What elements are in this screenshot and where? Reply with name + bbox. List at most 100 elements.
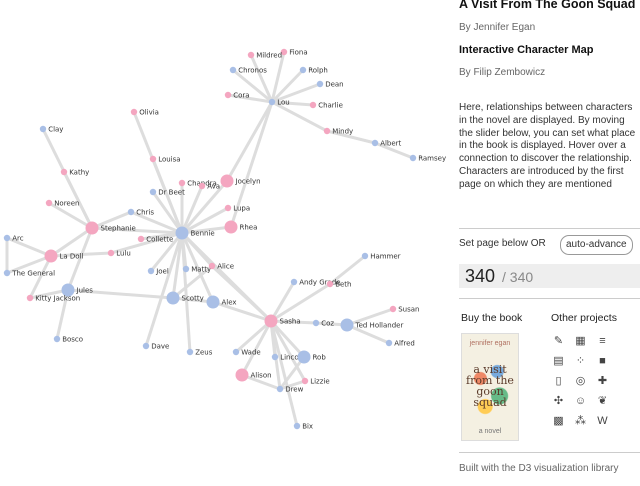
node-circle[interactable] bbox=[206, 295, 220, 309]
edge-la-doll-kitty-jackson[interactable] bbox=[28, 255, 53, 299]
edge-lou-jocelyn[interactable] bbox=[225, 101, 274, 182]
edge-bennie-dave[interactable] bbox=[144, 232, 184, 347]
node-circle[interactable] bbox=[224, 204, 232, 212]
node-circle[interactable] bbox=[361, 252, 369, 260]
node-circle[interactable] bbox=[235, 368, 249, 382]
node-circle[interactable] bbox=[316, 80, 324, 88]
node-lincoln[interactable]: Lincoln bbox=[271, 354, 305, 362]
node-scotty[interactable]: Scotty bbox=[166, 291, 204, 305]
node-circle[interactable] bbox=[61, 283, 75, 297]
project-leaf-icon[interactable]: ❦ bbox=[597, 395, 608, 407]
node-wade[interactable]: Wade bbox=[232, 349, 261, 357]
edge-la-doll-the-general[interactable] bbox=[6, 254, 52, 275]
edge-bennie-jocelyn[interactable] bbox=[180, 180, 229, 234]
node-circle[interactable] bbox=[3, 269, 11, 277]
node-circle[interactable] bbox=[297, 350, 311, 364]
node-alice[interactable]: Alice bbox=[208, 263, 234, 271]
node-dean[interactable]: Dean bbox=[316, 80, 344, 89]
node-circle[interactable] bbox=[142, 342, 150, 350]
node-circle[interactable] bbox=[301, 377, 309, 385]
d3-credit-link[interactable]: Built with the D3 visualization library bbox=[459, 463, 619, 474]
node-circle[interactable] bbox=[26, 294, 34, 302]
edge-alex-sasha[interactable] bbox=[212, 300, 272, 323]
node-ava[interactable]: Ava bbox=[198, 183, 220, 191]
node-matty[interactable]: Matty bbox=[182, 265, 211, 274]
edge-lou-rhea[interactable] bbox=[229, 101, 274, 228]
project-qr-icon[interactable]: ▩ bbox=[553, 415, 564, 427]
edge-sasha-coz[interactable] bbox=[270, 319, 317, 325]
project-wiki-icon[interactable]: W bbox=[597, 415, 608, 427]
node-lou[interactable]: Lou bbox=[268, 99, 290, 107]
project-chart-icon[interactable]: ▤ bbox=[553, 355, 564, 367]
node-alex[interactable]: Alex bbox=[206, 295, 237, 309]
node-rolph[interactable]: Rolph bbox=[299, 67, 328, 75]
node-circle[interactable] bbox=[224, 91, 232, 99]
project-phone-icon[interactable]: ▯ bbox=[555, 375, 562, 387]
node-alfred[interactable]: Alfred bbox=[385, 340, 415, 348]
page-slider[interactable]: 340 / 340 bbox=[459, 264, 640, 288]
edge-bennie-louisa[interactable] bbox=[151, 158, 184, 234]
node-circle[interactable] bbox=[409, 154, 417, 162]
node-circle[interactable] bbox=[39, 125, 47, 133]
project-target-icon[interactable]: ◎ bbox=[575, 375, 586, 387]
node-circle[interactable] bbox=[186, 348, 194, 356]
project-sketch-icon[interactable]: ✎ bbox=[553, 335, 564, 347]
edge-bennie-rhea[interactable] bbox=[181, 225, 232, 235]
edge-lou-rolph[interactable] bbox=[270, 68, 305, 104]
edge-sasha-rob[interactable] bbox=[269, 319, 306, 359]
edge-jules-bosco[interactable] bbox=[55, 289, 70, 340]
project-dots-icon[interactable]: ⁘ bbox=[575, 355, 586, 367]
edge-beth-hammer[interactable] bbox=[329, 254, 366, 286]
edge-bennie-scotty[interactable] bbox=[171, 232, 184, 299]
edge-drew-rob[interactable] bbox=[278, 356, 306, 390]
node-circle[interactable] bbox=[127, 208, 135, 216]
edge-la-doll-arc[interactable] bbox=[6, 236, 52, 258]
node-kitty-jackson[interactable]: Kitty Jackson bbox=[26, 294, 80, 303]
node-kathy[interactable]: Kathy bbox=[60, 168, 89, 177]
edge-bennie-alex[interactable] bbox=[180, 232, 215, 303]
node-circle[interactable] bbox=[182, 265, 190, 273]
node-circle[interactable] bbox=[149, 155, 157, 163]
node-charlie[interactable]: Charlie bbox=[309, 101, 343, 110]
edge-jules-scotty[interactable] bbox=[67, 288, 174, 300]
node-sasha[interactable]: Sasha bbox=[264, 314, 301, 328]
edge-mindy-albert[interactable] bbox=[326, 129, 376, 145]
node-circle[interactable] bbox=[312, 319, 320, 327]
edge-stephanie-noreen[interactable] bbox=[48, 201, 93, 230]
node-ramsey[interactable]: Ramsey bbox=[409, 154, 446, 163]
node-circle[interactable] bbox=[340, 318, 354, 332]
node-circle[interactable] bbox=[220, 174, 234, 188]
node-circle[interactable] bbox=[166, 291, 180, 305]
edge-lou-charlie[interactable] bbox=[271, 100, 314, 107]
edge-lou-mindy[interactable] bbox=[271, 100, 328, 133]
edge-drew-lizzie[interactable] bbox=[279, 379, 306, 391]
node-chris[interactable]: Chris bbox=[127, 208, 155, 217]
edge-lou-chronos[interactable] bbox=[232, 68, 273, 104]
edge-bennie-chris[interactable] bbox=[130, 210, 183, 235]
edge-lou-mildred[interactable] bbox=[249, 54, 274, 103]
node-drew[interactable]: Drew bbox=[276, 386, 304, 394]
node-albert[interactable]: Albert bbox=[371, 140, 402, 148]
node-dave[interactable]: Dave bbox=[142, 342, 170, 351]
node-circle[interactable] bbox=[85, 221, 99, 235]
node-circle[interactable] bbox=[326, 280, 334, 288]
project-bubbles-icon[interactable]: ⁂ bbox=[575, 415, 586, 427]
node-circle[interactable] bbox=[293, 422, 301, 430]
edge-albert-ramsey[interactable] bbox=[374, 141, 414, 160]
edge-bennie-zeus[interactable] bbox=[180, 232, 192, 353]
edge-sasha-bix[interactable] bbox=[269, 320, 299, 427]
node-lupa[interactable]: Lupa bbox=[224, 204, 250, 213]
edge-drew-alison[interactable] bbox=[241, 373, 281, 391]
node-arc[interactable]: Arc bbox=[3, 235, 24, 243]
node-cora[interactable]: Cora bbox=[224, 91, 250, 100]
node-zeus[interactable]: Zeus bbox=[186, 348, 213, 357]
edge-bennie-ava[interactable] bbox=[180, 185, 204, 234]
node-circle[interactable] bbox=[309, 101, 317, 109]
edge-bennie-lulu[interactable] bbox=[110, 231, 183, 255]
node-circle[interactable] bbox=[107, 249, 115, 257]
character-network-graph[interactable]: Fiona Mildred Rolph Chronos Dean Cora Lou Charl… bbox=[0, 0, 455, 486]
edge-stephanie-chris[interactable] bbox=[91, 210, 132, 230]
edge-bennie-lupa[interactable] bbox=[181, 206, 229, 235]
node-circle[interactable] bbox=[60, 168, 68, 176]
edge-la-doll-lulu[interactable] bbox=[50, 251, 112, 258]
